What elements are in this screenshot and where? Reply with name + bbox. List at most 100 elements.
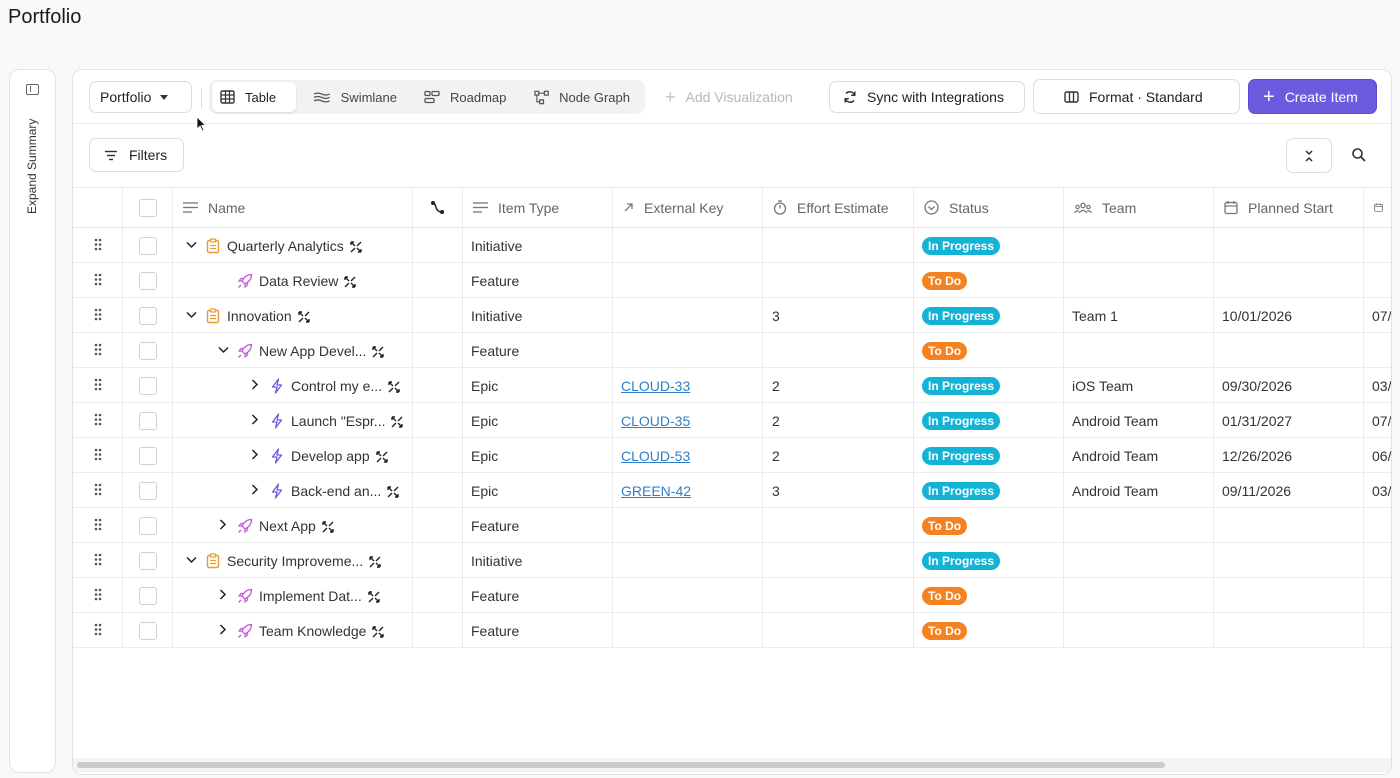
collapse-all-button[interactable] bbox=[1286, 138, 1332, 173]
table-row[interactable]: Data Review Feature To Do bbox=[73, 263, 1391, 298]
item-type-cell[interactable]: Epic bbox=[463, 473, 613, 508]
name-cell[interactable]: New App Devel... bbox=[173, 333, 413, 368]
portfolio-select[interactable]: Portfolio bbox=[89, 81, 192, 113]
row-checkbox[interactable] bbox=[138, 586, 157, 605]
dependency-cell[interactable] bbox=[413, 263, 463, 298]
status-cell[interactable]: In Progress bbox=[914, 228, 1064, 263]
team-cell[interactable]: Android Team bbox=[1064, 473, 1214, 508]
row-checkbox[interactable] bbox=[138, 271, 157, 290]
external-key-cell[interactable] bbox=[613, 543, 763, 578]
dependency-cell[interactable] bbox=[413, 368, 463, 403]
drag-handle-icon[interactable] bbox=[94, 518, 102, 534]
effort-cell[interactable]: 2 bbox=[763, 368, 914, 403]
select-all-checkbox[interactable] bbox=[138, 198, 157, 217]
name-cell[interactable]: Team Knowledge bbox=[173, 613, 413, 648]
status-cell[interactable]: In Progress bbox=[914, 403, 1064, 438]
dependency-cell[interactable] bbox=[413, 613, 463, 648]
planned-end-cell[interactable] bbox=[1364, 578, 1391, 613]
expand-icon[interactable] bbox=[375, 450, 388, 463]
item-name[interactable]: Data Review bbox=[259, 272, 339, 289]
table-row[interactable]: Security Improveme... Initiative In Prog… bbox=[73, 543, 1391, 578]
drag-handle-icon[interactable] bbox=[94, 588, 102, 604]
effort-cell[interactable] bbox=[763, 613, 914, 648]
drag-handle-icon[interactable] bbox=[94, 483, 102, 499]
chevron-right-icon[interactable] bbox=[215, 623, 231, 638]
drag-handle[interactable] bbox=[73, 438, 123, 473]
effort-cell[interactable]: 3 bbox=[763, 473, 914, 508]
team-cell[interactable] bbox=[1064, 508, 1214, 543]
item-type-cell[interactable]: Feature bbox=[463, 613, 613, 648]
dependency-cell[interactable] bbox=[413, 333, 463, 368]
planned-end-cell[interactable]: 07/ bbox=[1364, 298, 1391, 333]
dependency-cell[interactable] bbox=[413, 578, 463, 613]
status-cell[interactable]: In Progress bbox=[914, 473, 1064, 508]
row-checkbox[interactable] bbox=[138, 236, 157, 255]
team-cell[interactable]: Android Team bbox=[1064, 403, 1214, 438]
header-planned-end[interactable] bbox=[1364, 187, 1391, 228]
planned-start-cell[interactable]: 09/11/2026 bbox=[1214, 473, 1364, 508]
item-name[interactable]: Implement Dat... bbox=[259, 587, 362, 604]
planned-start-cell[interactable] bbox=[1214, 578, 1364, 613]
drag-handle-icon[interactable] bbox=[94, 378, 102, 394]
status-badge[interactable]: To Do bbox=[922, 271, 968, 290]
effort-cell[interactable] bbox=[763, 228, 914, 263]
dependency-cell[interactable] bbox=[413, 473, 463, 508]
external-key-link[interactable]: CLOUD-33 bbox=[621, 377, 691, 394]
status-badge[interactable]: In Progress bbox=[922, 551, 1001, 570]
item-type-cell[interactable]: Epic bbox=[463, 438, 613, 473]
expand-icon[interactable] bbox=[391, 415, 404, 428]
drag-handle[interactable] bbox=[73, 333, 123, 368]
header-planned-start[interactable]: Planned Start bbox=[1214, 187, 1364, 228]
team-cell[interactable]: Android Team bbox=[1064, 438, 1214, 473]
external-key-cell[interactable]: GREEN-42 bbox=[613, 473, 763, 508]
planned-start-cell[interactable] bbox=[1214, 333, 1364, 368]
tab-swimlane[interactable]: Swimlane bbox=[305, 82, 405, 112]
dependency-cell[interactable] bbox=[413, 298, 463, 333]
external-key-cell[interactable] bbox=[613, 333, 763, 368]
row-checkbox[interactable] bbox=[138, 551, 157, 570]
name-cell[interactable]: Back-end an... bbox=[173, 473, 413, 508]
status-badge[interactable]: In Progress bbox=[922, 376, 1001, 395]
planned-end-cell[interactable] bbox=[1364, 333, 1391, 368]
planned-end-cell[interactable] bbox=[1364, 543, 1391, 578]
status-badge[interactable]: To Do bbox=[922, 586, 968, 605]
item-type-cell[interactable]: Feature bbox=[463, 508, 613, 543]
status-badge[interactable]: To Do bbox=[922, 621, 968, 640]
search-button[interactable] bbox=[1351, 147, 1367, 163]
external-key-cell[interactable] bbox=[613, 613, 763, 648]
external-key-link[interactable]: CLOUD-35 bbox=[621, 412, 691, 429]
expand-panel-icon[interactable] bbox=[26, 84, 39, 95]
team-cell[interactable] bbox=[1064, 228, 1214, 263]
status-cell[interactable]: To Do bbox=[914, 508, 1064, 543]
name-cell[interactable]: Next App bbox=[173, 508, 413, 543]
status-badge[interactable]: In Progress bbox=[922, 481, 1001, 500]
drag-handle[interactable] bbox=[73, 613, 123, 648]
drag-handle-icon[interactable] bbox=[94, 553, 102, 569]
row-select[interactable] bbox=[123, 578, 173, 613]
status-cell[interactable]: To Do bbox=[914, 613, 1064, 648]
row-checkbox[interactable] bbox=[138, 341, 157, 360]
row-select[interactable] bbox=[123, 263, 173, 298]
chevron-right-icon[interactable] bbox=[247, 378, 263, 393]
expand-icon[interactable] bbox=[322, 520, 334, 533]
row-select[interactable] bbox=[123, 473, 173, 508]
name-cell[interactable]: Quarterly Analytics bbox=[173, 228, 413, 263]
row-select[interactable] bbox=[123, 613, 173, 648]
chevron-right-icon[interactable] bbox=[215, 518, 231, 533]
tab-table[interactable]: Table bbox=[212, 82, 296, 112]
expand-icon[interactable] bbox=[387, 485, 399, 498]
expand-icon[interactable] bbox=[372, 345, 385, 358]
external-key-cell[interactable] bbox=[613, 578, 763, 613]
header-dependencies[interactable] bbox=[413, 187, 463, 228]
external-key-cell[interactable] bbox=[613, 228, 763, 263]
table-row[interactable]: New App Devel... Feature To Do bbox=[73, 333, 1391, 368]
effort-cell[interactable] bbox=[763, 333, 914, 368]
chevron-right-icon[interactable] bbox=[247, 413, 263, 428]
row-select[interactable] bbox=[123, 368, 173, 403]
item-name[interactable]: Launch "Espr... bbox=[291, 412, 386, 429]
name-cell[interactable]: Security Improveme... bbox=[173, 543, 413, 578]
item-name[interactable]: Control my e... bbox=[291, 377, 383, 394]
item-type-cell[interactable]: Initiative bbox=[463, 543, 613, 578]
dependency-cell[interactable] bbox=[413, 228, 463, 263]
tab-node-graph[interactable]: Node Graph bbox=[526, 82, 638, 112]
